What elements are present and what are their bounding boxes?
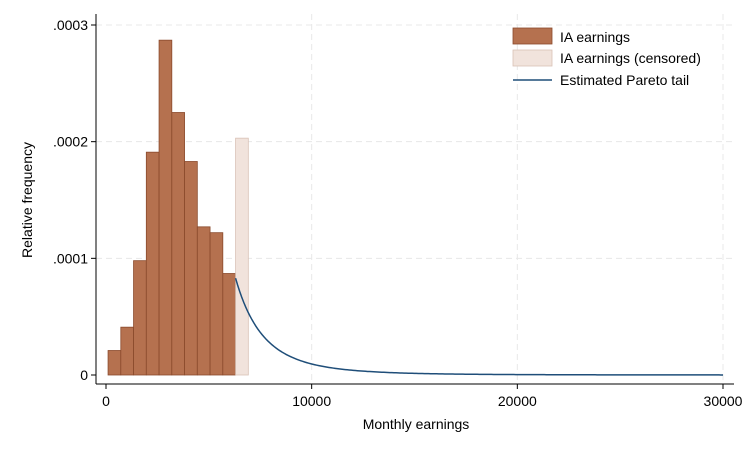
- y-tick-label: 0: [80, 367, 88, 383]
- bar-ia-earnings-censored: [235, 137, 249, 376]
- legend: IA earnings IA earnings (censored) Estim…: [512, 27, 701, 88]
- bar-ia-earnings: [133, 260, 147, 376]
- bar-ia-earnings: [196, 226, 211, 376]
- x-axis-title: Monthly earnings: [363, 416, 470, 432]
- x-tick-label: 0: [102, 393, 110, 409]
- pareto-tail-line: [234, 277, 723, 376]
- bar-ia-earnings: [145, 151, 160, 376]
- bar-ia-earnings: [120, 326, 134, 376]
- grid-lines: [96, 14, 734, 384]
- tick-labels: 0 10000 20000 30000 0 .0001 .0002 .0003: [53, 17, 743, 409]
- bar-ia-earnings: [184, 161, 198, 376]
- y-axis-title: Relative frequency: [19, 142, 35, 258]
- pareto-tail-curve: [234, 277, 723, 376]
- bar-ia-earnings: [222, 273, 236, 376]
- y-tick-label: .0001: [53, 250, 88, 266]
- legend-label-ia-earnings-censored: IA earnings (censored): [560, 50, 701, 66]
- bar-ia-earnings: [107, 350, 122, 376]
- bar-ia-earnings: [158, 39, 173, 376]
- x-tick-label: 10000: [292, 393, 331, 409]
- y-tick-label: .0002: [53, 134, 88, 150]
- y-tick-label: .0003: [53, 17, 88, 33]
- axes: [91, 14, 734, 389]
- legend-swatch-ia-earnings: [512, 27, 553, 45]
- x-tick-label: 20000: [498, 393, 537, 409]
- legend-swatch-ia-earnings-censored: [512, 49, 553, 67]
- legend-label-ia-earnings: IA earnings: [560, 29, 630, 45]
- bar-ia-earnings: [209, 232, 224, 376]
- legend-label-pareto-tail: Estimated Pareto tail: [560, 72, 689, 88]
- x-tick-label: 30000: [704, 393, 743, 409]
- histogram-bars: [107, 39, 249, 376]
- bar-ia-earnings: [171, 112, 185, 376]
